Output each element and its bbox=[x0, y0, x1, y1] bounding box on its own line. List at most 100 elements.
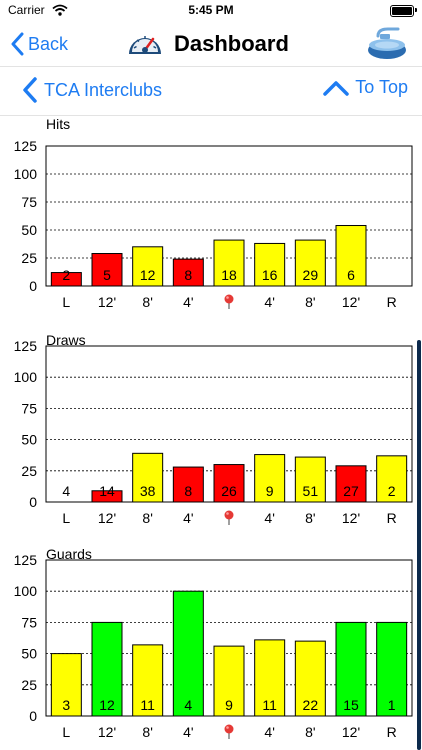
x-tick-label: 12' bbox=[98, 294, 116, 310]
scrollbar[interactable] bbox=[417, 340, 421, 750]
y-tick-label: 125 bbox=[14, 552, 38, 568]
data-label: 5 bbox=[103, 267, 111, 283]
data-label: 4 bbox=[62, 483, 70, 499]
data-label: 9 bbox=[266, 483, 274, 499]
x-tick-label: 4' bbox=[183, 294, 193, 310]
bar bbox=[335, 225, 367, 287]
pin-shine bbox=[226, 512, 229, 515]
chart-title: Guards bbox=[46, 546, 92, 562]
charts-scroll-area[interactable]: Hits 0 25 50 75 100 125 2 L 5 12' 12 8' 8 4' 18 16 4' 29 8'… bbox=[0, 116, 416, 750]
data-label: 26 bbox=[221, 483, 237, 499]
data-label: 6 bbox=[347, 267, 355, 283]
data-label: 29 bbox=[303, 267, 319, 283]
bar bbox=[213, 239, 245, 287]
battery-tip bbox=[415, 8, 417, 12]
x-tick-label: 8' bbox=[142, 724, 152, 740]
tca-interclubs-link[interactable]: TCA Interclubs bbox=[22, 77, 162, 103]
bar bbox=[294, 456, 326, 503]
y-tick-label: 0 bbox=[29, 708, 37, 724]
pin-head bbox=[224, 724, 234, 734]
data-label: 2 bbox=[388, 483, 396, 499]
wifi-icon bbox=[52, 3, 68, 21]
bar bbox=[335, 465, 367, 503]
tca-interclubs-label: TCA Interclubs bbox=[44, 79, 163, 100]
to-top-button[interactable]: To Top bbox=[323, 77, 408, 98]
y-tick-label: 0 bbox=[29, 494, 37, 510]
x-tick-label: 4' bbox=[264, 294, 274, 310]
x-tick-label: L bbox=[62, 724, 70, 740]
x-tick-label: 12' bbox=[342, 294, 360, 310]
chevron-left-icon bbox=[23, 77, 37, 103]
bar bbox=[376, 455, 408, 503]
page-title-label: Dashboard bbox=[174, 31, 289, 56]
data-label: 16 bbox=[262, 267, 278, 283]
data-label: 18 bbox=[221, 267, 237, 283]
y-tick-label: 100 bbox=[14, 583, 38, 599]
pin-head bbox=[224, 510, 234, 520]
gauge-icon bbox=[126, 26, 164, 63]
bar bbox=[254, 639, 286, 717]
data-label: 12 bbox=[99, 697, 115, 713]
data-label: 27 bbox=[343, 483, 359, 499]
y-tick-label: 50 bbox=[21, 432, 37, 448]
y-tick-label: 25 bbox=[21, 250, 37, 266]
to-top-label: To Top bbox=[355, 77, 408, 97]
carrier-label: Carrier bbox=[8, 3, 45, 17]
bar bbox=[172, 590, 204, 717]
data-label: 51 bbox=[303, 483, 319, 499]
status-bar: Carrier 5:45 PM bbox=[0, 0, 422, 22]
battery-icon bbox=[390, 5, 414, 17]
x-tick-label: 8' bbox=[305, 294, 315, 310]
bar bbox=[50, 653, 82, 717]
bar bbox=[254, 454, 286, 503]
data-label: 11 bbox=[262, 697, 277, 713]
y-tick-label: 25 bbox=[21, 463, 37, 479]
data-label: 8 bbox=[184, 267, 192, 283]
bar bbox=[294, 239, 326, 287]
y-tick-label: 50 bbox=[21, 646, 37, 662]
data-label: 14 bbox=[99, 483, 115, 499]
x-tick-label: R bbox=[387, 510, 397, 526]
data-label: 4 bbox=[184, 697, 192, 713]
chevron-up-icon bbox=[323, 80, 350, 96]
bar bbox=[254, 242, 286, 287]
y-tick-label: 100 bbox=[14, 166, 38, 182]
x-tick-label: 4' bbox=[183, 724, 193, 740]
bar bbox=[376, 621, 408, 717]
y-tick-label: 75 bbox=[21, 400, 37, 416]
data-label: 2 bbox=[62, 267, 70, 283]
pin-icon bbox=[224, 294, 234, 309]
curling-stone-icon[interactable] bbox=[366, 26, 408, 67]
x-tick-label: 12' bbox=[98, 724, 116, 740]
data-label: 1 bbox=[388, 697, 396, 713]
chart-title: Hits bbox=[46, 116, 70, 132]
chart-title: Draws bbox=[46, 332, 86, 348]
bar bbox=[213, 464, 245, 503]
plot-frame bbox=[45, 345, 413, 503]
data-label: 15 bbox=[343, 697, 359, 713]
bar bbox=[294, 640, 326, 717]
y-tick-label: 100 bbox=[14, 369, 38, 385]
pin-icon bbox=[224, 510, 234, 525]
x-tick-label: L bbox=[62, 294, 70, 310]
y-tick-label: 0 bbox=[29, 278, 37, 294]
chart-0: Hits 0 25 50 75 100 125 2 L 5 12' 12 8' 8 4' 18 16 4' 29 8'… bbox=[14, 116, 413, 310]
bar bbox=[172, 466, 204, 503]
navigation-bar: Back Dashboard bbox=[0, 22, 422, 66]
plot-frame bbox=[45, 559, 413, 717]
data-label: 12 bbox=[140, 267, 156, 283]
bar bbox=[132, 452, 164, 503]
y-tick-label: 125 bbox=[14, 338, 38, 354]
pin-icon bbox=[224, 724, 234, 739]
pin-shine bbox=[226, 296, 229, 299]
pin-head bbox=[224, 294, 234, 304]
chart-1: Draws 0 25 50 75 100 125 4 L 14 12' 38 8' 8 4' 26 9 4' 51 8… bbox=[14, 332, 413, 526]
y-tick-label: 75 bbox=[21, 614, 37, 630]
back-button[interactable]: Back bbox=[10, 30, 68, 58]
bar bbox=[172, 258, 204, 287]
pin-shine bbox=[226, 726, 229, 729]
chart-2: Guards 0 25 50 75 100 125 3 L 12 12' 11 8' 4 4' 9 11 4' 22… bbox=[14, 546, 413, 740]
data-label: 11 bbox=[140, 697, 155, 713]
plot-frame bbox=[45, 145, 413, 287]
x-tick-label: 8' bbox=[142, 294, 152, 310]
